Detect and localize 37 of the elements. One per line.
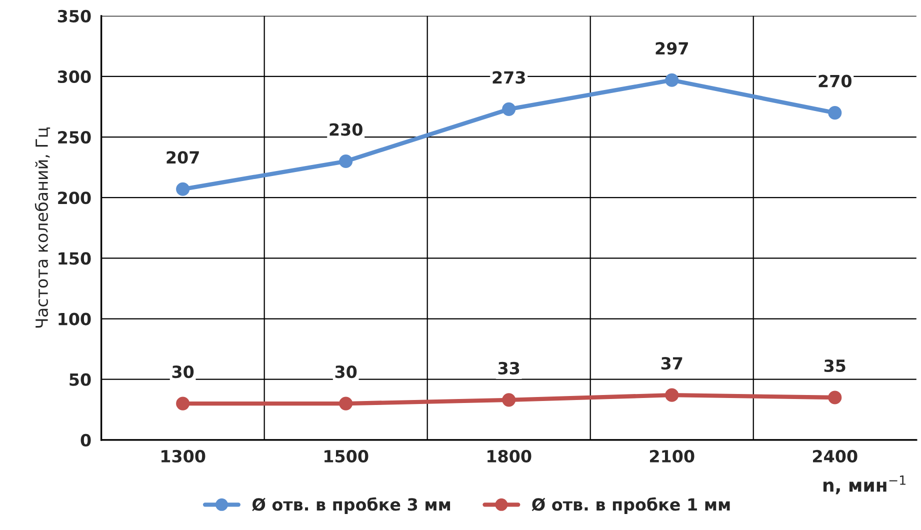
x-tick-label: 1300 [162, 450, 206, 463]
data-label: 30 [172, 366, 194, 378]
legend-label: Ø отв. в пробке 1 мм [532, 497, 730, 514]
legend-label: Ø отв. в пробке 3 мм [252, 497, 450, 514]
y-tick-label: 200 [58, 192, 91, 204]
point [828, 390, 842, 404]
x-tick-label: 1500 [324, 450, 368, 463]
point [339, 396, 353, 410]
y-tick-label: 300 [58, 70, 91, 84]
y-tick-label: 50 [70, 373, 91, 386]
point [665, 388, 679, 402]
point [665, 73, 679, 87]
data-label: 207 [166, 151, 199, 164]
point [502, 393, 516, 407]
y-tick-label: 350 [58, 10, 91, 22]
point [176, 396, 190, 410]
point [176, 182, 190, 196]
data-label: 30 [335, 366, 357, 378]
data-label: 35 [824, 359, 846, 372]
x-tick-label: 1800 [488, 450, 532, 463]
point [502, 102, 516, 116]
y-axis-title: Частота колебаний, Гц [34, 128, 50, 328]
data-label: 270 [818, 74, 852, 88]
data-label: 33 [498, 362, 520, 374]
y-tick-label: 0 [80, 434, 91, 446]
data-label: 230 [330, 123, 362, 136]
x-tick-label: 2100 [650, 450, 694, 463]
point [339, 154, 353, 168]
data-label: 37 [661, 357, 682, 370]
y-tick-label: 150 [58, 252, 91, 265]
y-tick-label: 100 [58, 312, 91, 326]
data-label: 297 [656, 42, 688, 55]
y-tick-label: 250 [58, 131, 91, 144]
x-axis-title: n, мин$^{−1}$ [823, 476, 906, 494]
x-tick-label: 2400 [813, 450, 858, 463]
data-label: 273 [492, 71, 525, 84]
point [828, 106, 842, 120]
